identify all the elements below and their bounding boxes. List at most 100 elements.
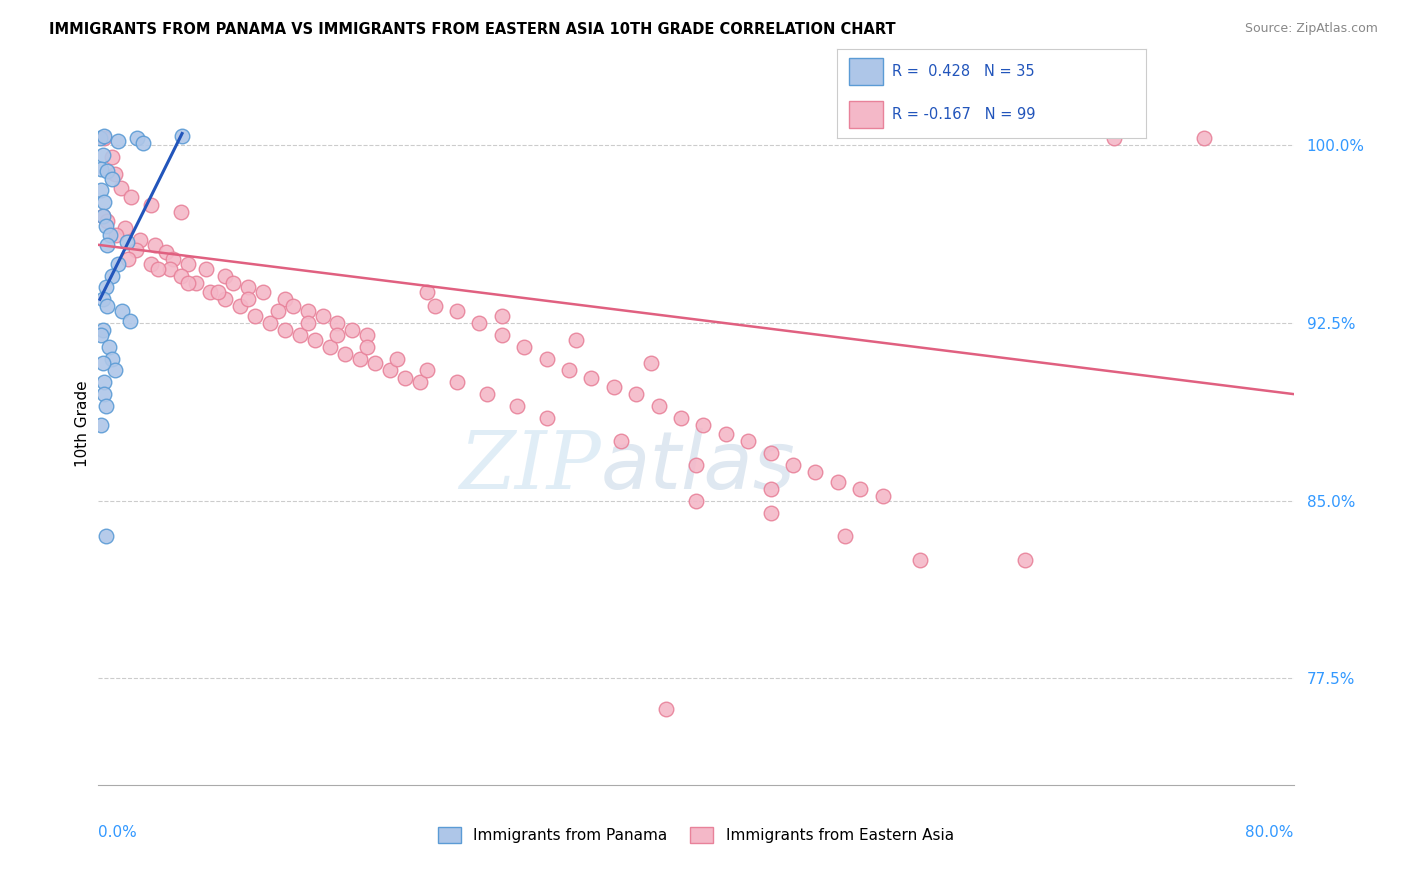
Point <box>236 280 259 294</box>
Point <box>96 214 118 228</box>
Point <box>93 128 115 143</box>
Point <box>94 280 117 294</box>
Point <box>446 304 468 318</box>
Point <box>94 399 117 413</box>
Point <box>536 351 558 366</box>
Point <box>692 417 714 432</box>
Point <box>491 327 513 342</box>
Point <box>148 261 170 276</box>
Point <box>513 340 536 354</box>
Point <box>94 219 117 233</box>
Point <box>267 304 290 318</box>
Point <box>326 327 349 342</box>
Point <box>91 210 114 224</box>
Point <box>356 327 378 342</box>
Point <box>90 162 112 177</box>
Point <box>394 370 416 384</box>
Point <box>834 529 856 543</box>
Point <box>222 276 245 290</box>
Point <box>110 181 132 195</box>
Point <box>200 285 222 300</box>
Point <box>155 244 177 259</box>
Point <box>177 257 200 271</box>
Point <box>101 268 124 283</box>
Point <box>162 252 184 266</box>
Point <box>91 323 114 337</box>
Point <box>101 171 124 186</box>
Point <box>139 197 162 211</box>
Point <box>297 316 319 330</box>
FancyBboxPatch shape <box>849 101 883 128</box>
Point <box>558 363 581 377</box>
Point <box>475 387 498 401</box>
Point <box>759 506 782 520</box>
Text: ZIP: ZIP <box>458 428 600 506</box>
Point <box>626 387 648 401</box>
Point <box>610 434 633 449</box>
Point <box>93 376 115 390</box>
Point <box>759 482 782 496</box>
Text: R = -0.167   N = 99: R = -0.167 N = 99 <box>893 107 1036 121</box>
Point <box>281 300 304 314</box>
Point <box>104 363 127 377</box>
Point <box>385 351 409 366</box>
Point <box>378 363 401 377</box>
Point <box>139 257 162 271</box>
Point <box>603 380 626 394</box>
Point <box>849 482 872 496</box>
Point <box>177 276 200 290</box>
Point <box>105 228 128 243</box>
Point <box>97 340 120 354</box>
Point <box>169 204 191 219</box>
Point <box>91 210 114 224</box>
Point <box>229 300 252 314</box>
Point <box>207 285 229 300</box>
Point <box>288 327 311 342</box>
Point <box>90 327 112 342</box>
Point <box>685 458 707 472</box>
Point <box>96 300 118 314</box>
Point <box>91 148 114 162</box>
Point <box>640 356 662 370</box>
Point <box>423 300 446 314</box>
Point <box>1104 131 1126 145</box>
Point <box>416 285 439 300</box>
Point <box>446 376 468 390</box>
Point <box>214 293 236 307</box>
Point <box>259 316 281 330</box>
Point <box>827 475 849 489</box>
Point <box>342 323 364 337</box>
Point <box>319 340 342 354</box>
Point <box>714 427 737 442</box>
Text: IMMIGRANTS FROM PANAMA VS IMMIGRANTS FROM EASTERN ASIA 10TH GRADE CORRELATION CH: IMMIGRANTS FROM PANAMA VS IMMIGRANTS FRO… <box>49 22 896 37</box>
Point <box>104 167 127 181</box>
Point <box>91 293 114 307</box>
Point <box>536 410 558 425</box>
Point <box>107 134 129 148</box>
Point <box>129 233 152 247</box>
Point <box>274 323 297 337</box>
Point <box>326 316 349 330</box>
FancyBboxPatch shape <box>849 58 883 85</box>
Point <box>685 493 707 508</box>
Point <box>111 304 134 318</box>
Point <box>804 465 827 479</box>
Point <box>127 131 149 145</box>
Point <box>356 340 378 354</box>
Point <box>93 387 115 401</box>
Point <box>118 313 141 327</box>
Point <box>245 309 267 323</box>
Point <box>737 434 759 449</box>
Point <box>304 333 326 347</box>
Point <box>491 309 513 323</box>
Point <box>669 410 692 425</box>
Point <box>132 136 155 150</box>
Point <box>872 489 894 503</box>
Point <box>172 128 194 143</box>
Text: 80.0%: 80.0% <box>1246 825 1294 839</box>
Text: Source: ZipAtlas.com: Source: ZipAtlas.com <box>1244 22 1378 36</box>
Point <box>252 285 274 300</box>
Point <box>468 316 491 330</box>
Text: atlas: atlas <box>600 428 796 506</box>
Y-axis label: 10th Grade: 10th Grade <box>75 380 90 467</box>
